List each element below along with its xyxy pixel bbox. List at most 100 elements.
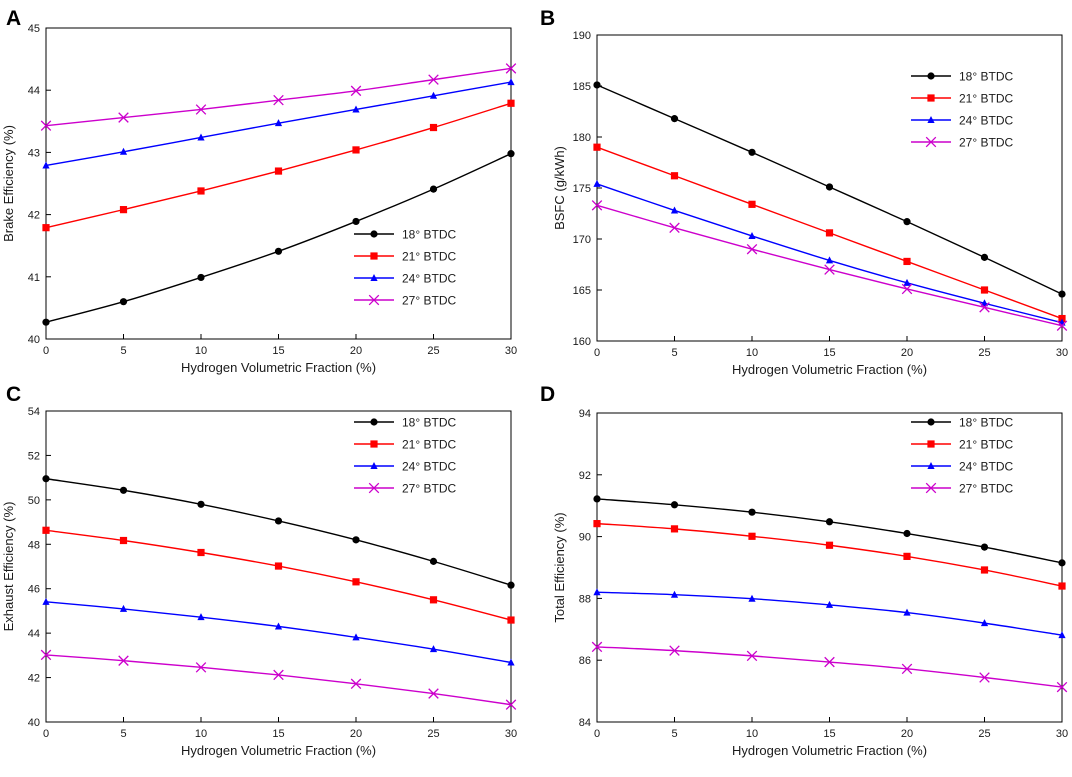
data-point [274,247,283,255]
series-27-btdc [40,63,517,131]
data-point [42,475,50,483]
y-tick-label: 44 [28,85,40,97]
legend-label: 27° BTDC [959,482,1013,496]
data-point [901,283,913,295]
legend-marker [368,482,380,494]
data-point [980,299,989,307]
data-point [274,167,283,175]
data-point [274,622,283,630]
x-axis-title: Hydrogen Volumetric Fraction (%) [181,743,376,758]
x-tick-label: 15 [823,347,835,359]
data-point [593,588,601,596]
data-point [903,218,911,226]
data-point [429,185,438,193]
x-tick-label: 15 [272,345,284,357]
data-point [824,656,835,668]
data-point [1058,290,1066,298]
series-line [596,204,1063,327]
data-point [42,161,50,169]
data-point [197,548,205,557]
series-24-btdc [42,597,515,666]
data-point [507,616,515,624]
data-point [748,532,756,540]
y-axis-title: Brake Efficiency (%) [1,125,16,242]
legend-label: 18° BTDC [402,228,456,242]
x-tick-label: 20 [901,347,913,359]
data-point [979,672,990,683]
y-tick-label: 185 [573,81,591,93]
x-tick-label: 30 [505,728,517,740]
data-point [825,600,834,608]
legend-label: 24° BTDC [402,460,456,474]
data-point [825,518,834,526]
legend-marker [925,136,937,148]
series-line [596,591,1063,636]
data-point [825,183,834,191]
data-point [669,645,680,656]
data-point [507,78,515,86]
data-point [350,678,362,690]
panel-c: C 0 5 10 15 20 25 30 40 42 44 46 48 50 52 54 Hydrogen Vo… [1,383,517,758]
data-point [118,655,129,666]
series-line [596,498,1063,564]
x-tick-label: 30 [505,345,517,357]
series-18-btdc [593,81,1066,298]
x-tick-label: 0 [594,728,600,740]
y-tick-label: 160 [573,336,591,348]
data-point [593,179,601,187]
y-tick-label: 42 [28,210,40,222]
data-point [903,552,911,560]
x-tick-label: 0 [43,728,49,740]
data-point [507,581,515,589]
x-tick-label: 20 [350,728,362,740]
data-point [824,264,835,275]
y-tick-label: 40 [28,717,40,729]
legend-marker [370,462,378,469]
legend-marker [927,116,935,123]
data-point [429,557,438,565]
legend: 18° BTDC 21° BTDC 24° BTDC 27° BTDC [354,416,456,496]
legend: 18° BTDC 21° BTDC 24° BTDC 27° BTDC [354,228,456,308]
series-24-btdc [42,78,515,169]
y-tick-label: 44 [28,628,40,640]
x-tick-label: 25 [978,728,990,740]
data-point [429,596,438,604]
data-point [748,148,756,156]
data-point [1058,559,1066,567]
data-point [746,243,758,255]
data-point [901,663,913,675]
data-point [593,520,601,528]
y-tick-label: 46 [28,584,40,596]
data-point [980,619,989,627]
x-tick-label: 20 [350,345,362,357]
series-21-btdc [593,143,1066,323]
y-tick-label: 52 [28,450,40,462]
series-21-btdc [42,99,515,232]
data-point [195,662,207,673]
legend-label: 24° BTDC [402,272,456,286]
data-point [746,650,758,662]
y-tick-label: 180 [573,132,591,144]
y-tick-label: 165 [573,285,591,297]
y-tick-label: 170 [573,234,591,246]
x-tick-label: 0 [43,345,49,357]
data-point [352,536,360,544]
y-axis-title: Exhaust Efficiency (%) [1,502,16,632]
data-point [748,508,756,516]
data-point [670,115,679,123]
x-tick-label: 5 [120,345,126,357]
series-line [596,646,1063,688]
y-tick-label: 40 [28,334,40,346]
data-point [119,536,128,545]
series-27-btdc [591,200,1068,331]
legend-label: 18° BTDC [959,416,1013,430]
y-tick-label: 84 [579,717,591,729]
data-point [507,99,515,107]
panel-letter: D [540,383,555,406]
y-axis-title: BSFC (g/kWh) [552,146,567,230]
data-point [352,578,360,586]
y-tick-label: 54 [28,406,40,418]
legend-label: 21° BTDC [959,92,1013,106]
legend-label: 27° BTDC [402,294,456,308]
